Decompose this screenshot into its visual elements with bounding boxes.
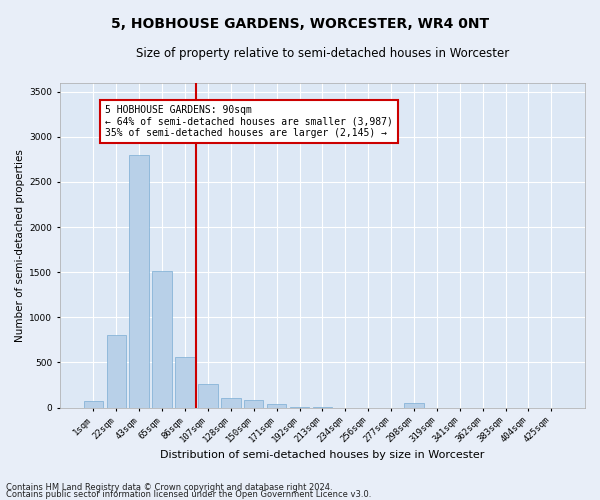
Text: 5 HOBHOUSE GARDENS: 90sqm
← 64% of semi-detached houses are smaller (3,987)
35% : 5 HOBHOUSE GARDENS: 90sqm ← 64% of semi-… — [105, 105, 393, 138]
Bar — [83, 401, 103, 407]
Bar — [152, 272, 172, 407]
Text: 5, HOBHOUSE GARDENS, WORCESTER, WR4 0NT: 5, HOBHOUSE GARDENS, WORCESTER, WR4 0NT — [111, 18, 489, 32]
Bar — [130, 155, 149, 407]
Bar — [290, 406, 309, 408]
Y-axis label: Number of semi-detached properties: Number of semi-detached properties — [15, 148, 25, 342]
Bar — [107, 336, 126, 407]
Bar — [221, 398, 241, 407]
Title: Size of property relative to semi-detached houses in Worcester: Size of property relative to semi-detach… — [136, 48, 509, 60]
Text: Contains HM Land Registry data © Crown copyright and database right 2024.: Contains HM Land Registry data © Crown c… — [6, 484, 332, 492]
Bar — [175, 357, 195, 408]
Bar — [404, 403, 424, 407]
Bar — [198, 384, 218, 407]
Text: Contains public sector information licensed under the Open Government Licence v3: Contains public sector information licen… — [6, 490, 371, 499]
Bar — [244, 400, 263, 407]
X-axis label: Distribution of semi-detached houses by size in Worcester: Distribution of semi-detached houses by … — [160, 450, 485, 460]
Bar — [267, 404, 286, 407]
